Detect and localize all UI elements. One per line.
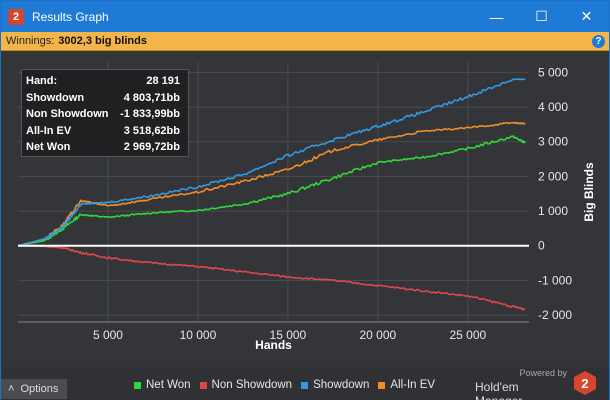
- series-line-allin-ev: [17, 121, 526, 247]
- x-tick-label: 20 000: [360, 328, 397, 342]
- series-line-showdown: [17, 78, 526, 247]
- legend-item-non-showdown[interactable]: Non Showdown: [199, 379, 293, 391]
- app-logo-icon: 2: [8, 8, 24, 25]
- winnings-label: Winnings:: [6, 35, 55, 47]
- x-tick-label: 5 000: [93, 328, 123, 342]
- options-label: Options: [20, 383, 59, 395]
- legend-item-net-won[interactable]: Net Won: [134, 379, 191, 391]
- stat-value: 4 803,71bb: [123, 91, 180, 104]
- stat-value: -1 833,99bb: [120, 108, 180, 121]
- x-axis-title: Hands: [255, 338, 292, 352]
- x-tick-label: 15 000: [270, 328, 307, 342]
- y-tick-label: 1 000: [538, 204, 568, 218]
- y-tick-label: -1 000: [538, 273, 572, 287]
- y-tick-label: 5 000: [538, 65, 568, 79]
- legend-label: Net Won: [146, 379, 191, 391]
- stat-label: Showdown: [26, 91, 85, 104]
- y-tick-label: 0: [538, 239, 545, 253]
- chevron-up-icon: ˄: [8, 383, 15, 395]
- legend-label: Showdown: [313, 379, 370, 391]
- title-bar[interactable]: 2 Results Graph — ☐ ✕: [1, 1, 609, 32]
- help-icon[interactable]: ?: [592, 35, 605, 48]
- stat-value: 3 518,62bb: [123, 124, 180, 137]
- y-tick-label: 3 000: [538, 135, 568, 149]
- stat-label: All-In EV: [26, 124, 72, 137]
- legend-item-showdown[interactable]: Showdown: [301, 379, 369, 391]
- stats-panel: Hand: 28 191 Showdown 4 803,71bb Non Sho…: [21, 69, 189, 157]
- series-line-net-won: [17, 135, 526, 247]
- options-button[interactable]: ˄ Options: [1, 379, 67, 399]
- stat-row-non-showdown: Non Showdown -1 833,99bb: [22, 106, 188, 123]
- legend-item-allin-ev[interactable]: All-In EV: [378, 379, 435, 391]
- x-tick-label: 10 000: [180, 328, 217, 342]
- stat-value: 2 969,72bb: [123, 141, 180, 154]
- minimize-button[interactable]: —: [489, 8, 504, 25]
- y-tick-label: 4 000: [538, 100, 568, 114]
- stat-label: Net Won: [26, 141, 71, 154]
- winnings-bar: Winnings: 3002,3 big blinds ?: [1, 32, 609, 51]
- maximize-button[interactable]: ☐: [535, 8, 548, 24]
- stat-value: 28 191: [146, 75, 180, 88]
- stat-row-net-won: Net Won 2 969,72bb: [22, 139, 188, 156]
- series-line-non-showdown: [17, 244, 526, 311]
- bottom-bar: ˄ Options Net Won Non Showdown Showdown …: [1, 367, 609, 400]
- stat-row-allin-ev: All-In EV 3 518,62bb: [22, 123, 188, 140]
- legend-label: Non Showdown: [211, 379, 293, 391]
- legend-label: All-In EV: [390, 379, 436, 391]
- y-axis-title: Big Blinds: [582, 162, 596, 222]
- chart-legend: Net Won Non Showdown Showdown All-In EV: [134, 379, 435, 391]
- close-button[interactable]: ✕: [580, 8, 593, 24]
- legend-swatch: [199, 381, 207, 389]
- window-title: Results Graph: [32, 9, 109, 24]
- brand-block: Powered by Hold'em Manager 2: [475, 367, 605, 400]
- winnings-value: 3002,3 big blinds: [58, 35, 147, 47]
- x-tick-label: 25 000: [449, 328, 486, 342]
- stat-label: Non Showdown: [26, 108, 108, 121]
- stat-row-showdown: Showdown 4 803,71bb: [22, 90, 188, 107]
- stat-row-hands: Hand: 28 191: [22, 73, 188, 90]
- legend-swatch: [134, 381, 141, 389]
- powered-by-text: Powered by: [519, 368, 567, 378]
- legend-swatch: [301, 381, 309, 389]
- brand-logo-icon: 2: [574, 371, 596, 395]
- stat-label: Hand:: [26, 75, 58, 88]
- legend-swatch: [378, 381, 386, 389]
- y-tick-label: -2 000: [538, 308, 572, 322]
- y-tick-label: 2 000: [538, 169, 568, 183]
- brand-name: Hold'em Manager: [475, 380, 522, 400]
